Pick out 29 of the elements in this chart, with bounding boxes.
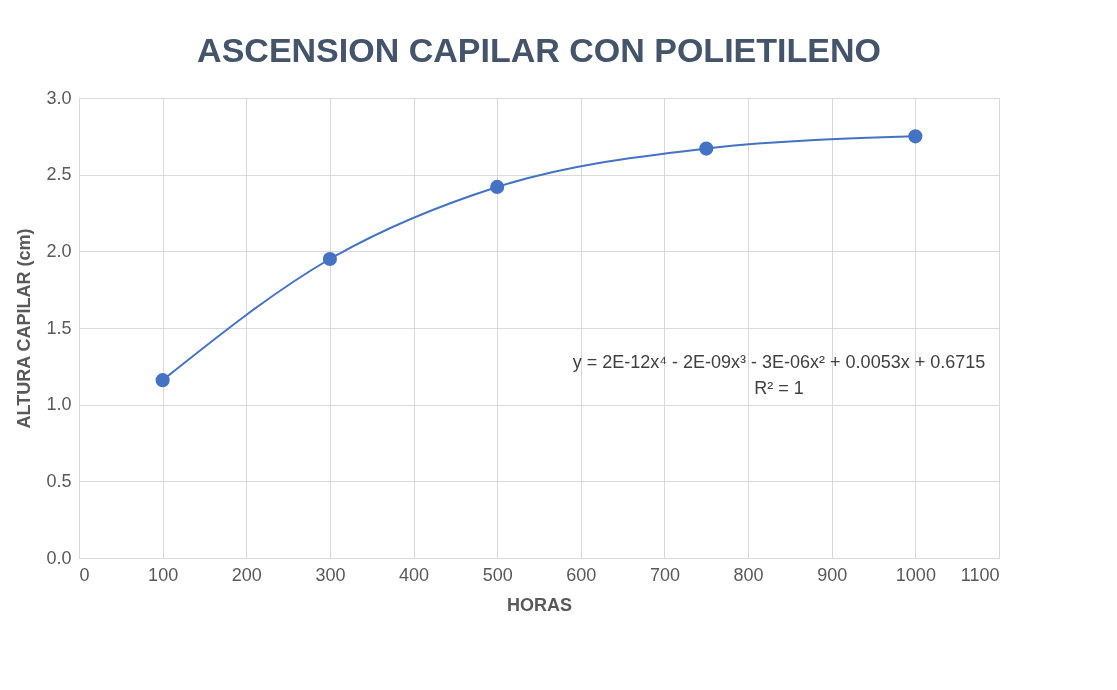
chart-title: ASCENSION CAPILAR CON POLIETILENO [197,31,881,69]
x-tick-label: 0 [79,564,90,585]
y-tick-label: 0.0 [46,547,72,568]
y-tick-label: 1.5 [46,317,72,338]
x-tick-label: 200 [231,564,262,585]
point [908,129,923,144]
y-tick-label: 1.0 [46,394,72,415]
annotation: y = 2E-12x⁴ - 2E-09x³ - 3E-06x² + 0.0053x + 0.6715 [572,352,986,372]
point [490,179,505,194]
x-tick-label: 700 [649,564,680,585]
y-tick-label: 3.0 [46,87,72,108]
annotation: R² = 1 [754,378,804,398]
x-tick-label: 900 [817,564,848,585]
point [322,251,337,267]
x-tick-label: 1000 [895,564,936,585]
y-tick-label: 2.5 [46,164,72,185]
point [155,373,170,388]
x-tick-label: 600 [566,564,597,585]
x-tick-label: 500 [482,564,513,585]
x-axis-title: HORAS [506,594,573,615]
x-tick-label: 400 [399,564,430,585]
x-tick-label: 800 [733,564,764,585]
y-axis-title: ALTURA CAPILAR (cm) [14,228,35,429]
x-tick-label: 1100 [960,564,1000,585]
x-tick-label: 100 [148,564,179,585]
x-tick-label: 300 [315,564,346,585]
y-tick-label: 0.5 [46,470,72,491]
y-tick-label: 2.0 [46,240,72,261]
point [699,141,714,156]
